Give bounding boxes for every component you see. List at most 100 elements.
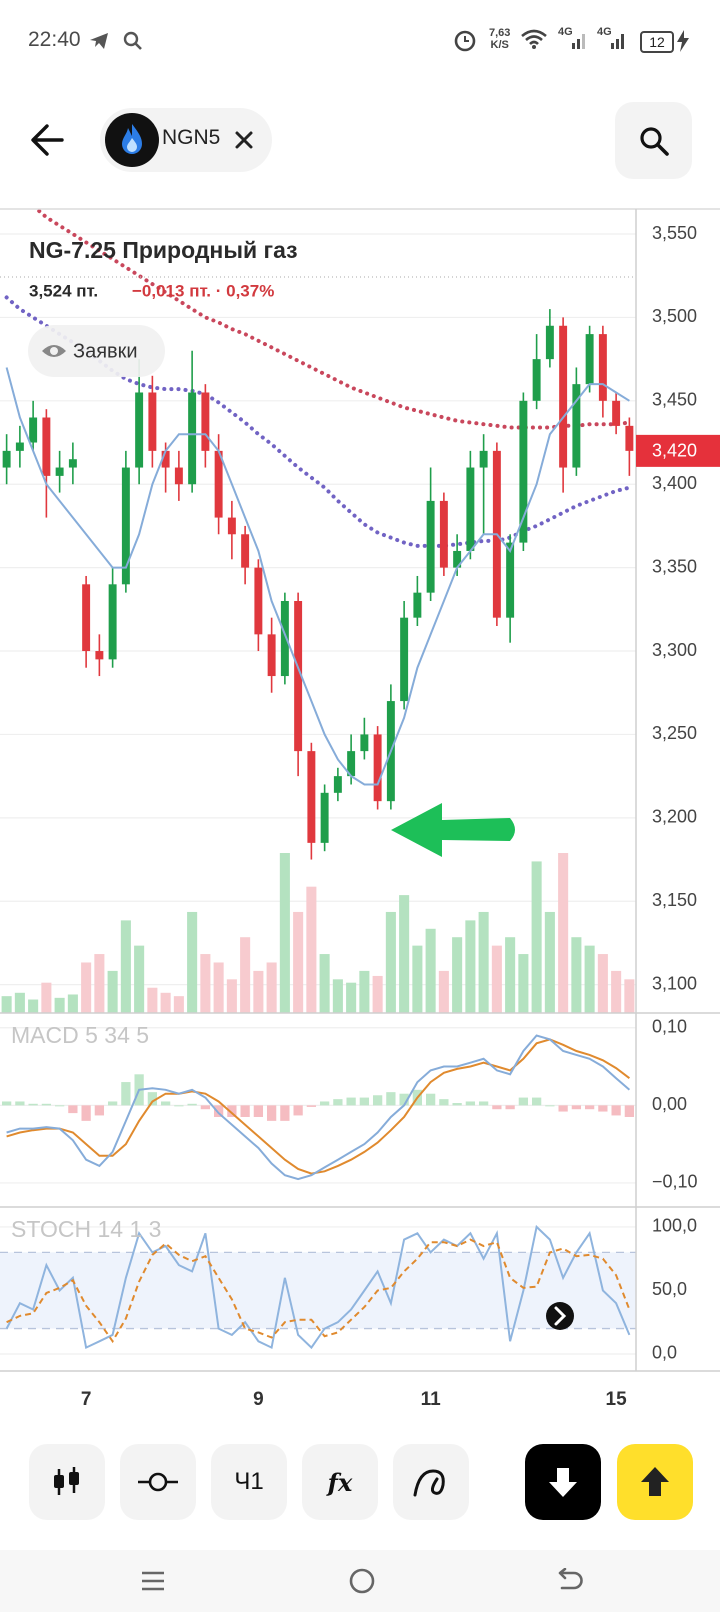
last-price: 3,524 пт. [29, 281, 98, 300]
macd-histogram-bar [280, 1105, 290, 1121]
macd-histogram-bar [571, 1105, 582, 1110]
volume-bar [518, 954, 529, 1013]
close-ticker-button[interactable] [234, 130, 254, 150]
network-type: 4G [558, 26, 573, 38]
stoch-k-line [5, 1224, 631, 1350]
candle-body [294, 600, 303, 752]
macd-histogram-bar [121, 1082, 131, 1106]
macd-histogram-bar [15, 1101, 25, 1106]
x-tick-label: 11 [421, 1389, 442, 1410]
candle-body [280, 600, 289, 677]
candle-body [532, 359, 541, 401]
candle-body [347, 751, 356, 777]
macd-histogram-bar [545, 1105, 555, 1107]
macd-histogram-bar [584, 1105, 595, 1110]
drawing-button[interactable] [120, 1444, 196, 1520]
macd-histogram-bar [147, 1092, 158, 1106]
volume-bar [226, 979, 237, 1013]
macd-histogram-bar [54, 1105, 65, 1107]
sell-button[interactable] [525, 1444, 601, 1520]
volume-bar [14, 992, 25, 1013]
buy-button[interactable] [617, 1444, 693, 1520]
candle-body [214, 450, 223, 518]
macd-histogram-bar [94, 1105, 105, 1116]
indicators-button[interactable]: fx [302, 1444, 378, 1520]
search-button[interactable] [615, 102, 692, 179]
net-speed-unit: K/S [490, 39, 509, 51]
macd-histogram-bar [227, 1105, 237, 1117]
candle-body [15, 442, 24, 451]
volume-bar [319, 954, 330, 1013]
candle-body [55, 467, 64, 476]
candle-body [241, 534, 250, 568]
sell-arrow [549, 1468, 577, 1497]
volume-bar [81, 962, 92, 1013]
back-nav-button[interactable] [556, 1568, 584, 1594]
candle-body [42, 417, 51, 476]
volume-bar [571, 937, 582, 1013]
candle-body [95, 651, 104, 660]
macd-line [6, 1034, 631, 1181]
candle-body [135, 392, 144, 468]
axes: 3,550 3,500 3,450 3,400 3,350 3,300 3,250 3,200… [0, 208, 720, 1410]
y-tick-label: 3,500 [652, 306, 697, 326]
y-tick-label: 3,200 [652, 807, 697, 827]
stoch-panel [0, 1224, 636, 1350]
y-tick-label: 3,350 [652, 556, 697, 576]
x-tick-label: 9 [253, 1389, 264, 1410]
candle-body [413, 592, 422, 618]
gauge-button[interactable] [393, 1444, 469, 1520]
macd-histogram-bar [306, 1105, 317, 1107]
volume-bar [173, 996, 184, 1013]
macd-histogram-bar [518, 1097, 529, 1106]
candle-body [559, 325, 568, 468]
home-button[interactable] [348, 1567, 376, 1595]
macd-histogram-bar [28, 1103, 38, 1106]
candle-body [585, 334, 594, 385]
macd-histogram-bar [452, 1103, 462, 1106]
chart-type-button[interactable] [29, 1444, 105, 1520]
macd-histogram-bar [266, 1105, 277, 1121]
candle-body [29, 417, 38, 443]
volume-bar [200, 954, 211, 1013]
candle-body [426, 500, 435, 593]
instrument-icon [105, 113, 159, 167]
macd-label: MACD 5 34 5 [11, 1022, 149, 1048]
volume-bar [624, 979, 635, 1013]
y-tick-label: 3,550 [652, 223, 697, 243]
macd-histogram-bar [399, 1093, 409, 1106]
price-change: −0,013 пт. · 0,37% [132, 281, 274, 300]
macd-histogram-bar [465, 1101, 476, 1106]
orders-button[interactable] [28, 325, 165, 377]
candle-body [174, 467, 183, 485]
volume-bar [478, 911, 489, 1013]
scroll-button[interactable] [546, 1302, 574, 1330]
volume-bar [306, 886, 317, 1013]
y-tick-label: 0,10 [652, 1016, 687, 1036]
y-tick-label: 3,450 [652, 390, 697, 410]
recents-button[interactable] [140, 1570, 166, 1592]
net-speed: 7,63 K/S [489, 27, 510, 51]
volume-bar [332, 979, 343, 1013]
x-tick-label: 7 [81, 1389, 92, 1410]
signal-icon [611, 34, 624, 49]
gauge-icon [413, 1469, 445, 1497]
y-tick-label: 3,400 [652, 473, 697, 493]
interval-button[interactable]: Ч1 [211, 1444, 287, 1520]
candle-body [519, 400, 528, 543]
macd-histogram-bar [319, 1101, 330, 1106]
volume-bar [452, 937, 463, 1013]
candle-body [68, 459, 77, 468]
volume-bar [399, 895, 410, 1013]
volume-bar [54, 997, 65, 1013]
volume-bar [597, 954, 608, 1013]
scroll-chevron [554, 1306, 567, 1326]
overlay: NG-7.25 Природный газ 3,524 пт. −0,013 п… [0, 237, 636, 1330]
chart: 3,550 3,500 3,450 3,400 3,350 3,300 3,250 3,200… [0, 208, 720, 1410]
y-tick-label: 3,100 [652, 973, 697, 993]
candle-body [320, 792, 329, 843]
volume-bar [28, 999, 39, 1013]
back-button[interactable] [30, 122, 66, 158]
volume-bar [505, 937, 516, 1013]
